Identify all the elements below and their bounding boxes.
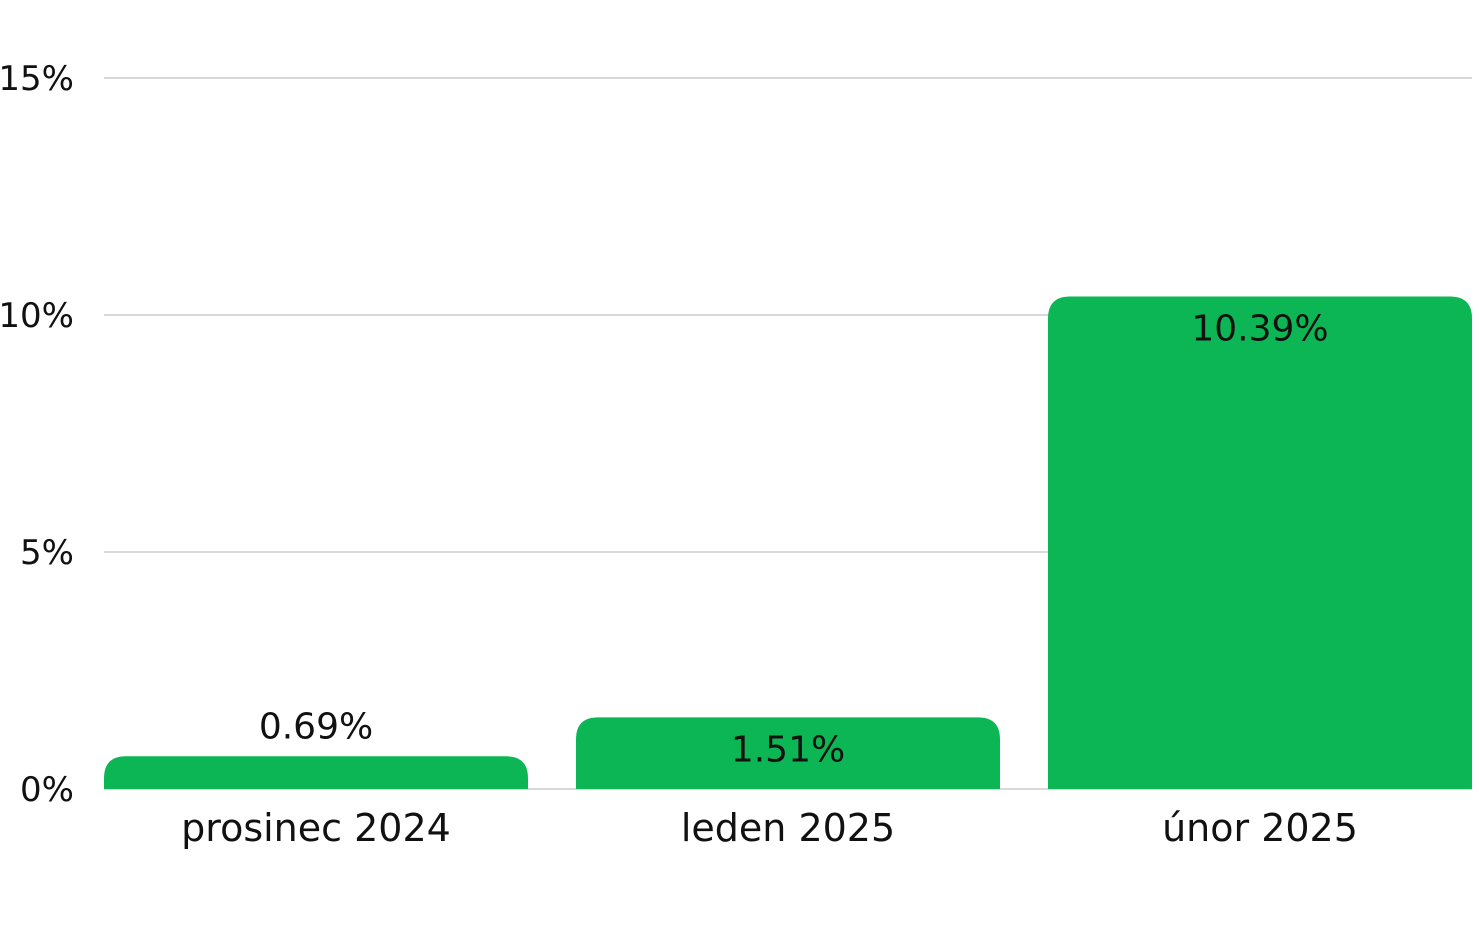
bar xyxy=(1048,296,1472,789)
y-tick-label: 5% xyxy=(20,533,74,573)
x-category-label: prosinec 2024 xyxy=(181,806,451,850)
bar xyxy=(104,756,528,789)
data-label: 10.39% xyxy=(1191,309,1328,350)
bar xyxy=(576,717,1000,789)
y-tick-label: 15% xyxy=(0,59,74,99)
y-tick-label: 0% xyxy=(20,770,74,810)
y-tick-label: 10% xyxy=(0,296,74,336)
data-label: 1.51% xyxy=(731,729,845,770)
x-category-label: únor 2025 xyxy=(1162,806,1358,850)
data-label: 0.69% xyxy=(259,706,373,747)
x-category-label: leden 2025 xyxy=(681,806,895,850)
